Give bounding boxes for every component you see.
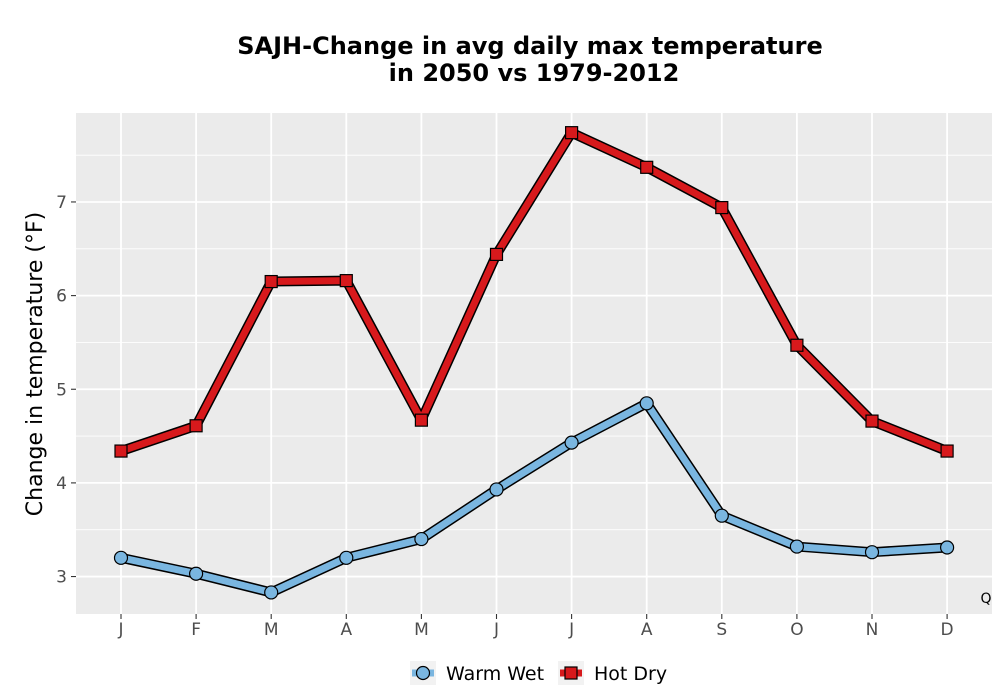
legend-label-hot-dry: Hot Dry [594, 663, 667, 685]
data-point-square [189, 419, 203, 433]
data-point-circle [414, 531, 429, 547]
data-point-circle [113, 550, 129, 565]
y-tick-label: 7 [56, 193, 67, 213]
data-point-square [489, 247, 504, 262]
data-point-circle [189, 566, 204, 581]
data-point-square [114, 444, 128, 458]
x-tick-label: J [568, 620, 574, 640]
data-point-circle [489, 482, 504, 497]
x-tick-label: J [493, 620, 499, 640]
data-point-circle [639, 396, 654, 411]
y-tick-label: 3 [56, 568, 67, 588]
data-point-square [264, 274, 278, 289]
x-tick-label: M [264, 620, 279, 640]
data-point-square [564, 126, 579, 140]
legend-key-circle-marker [415, 665, 431, 681]
data-point-square [790, 338, 804, 352]
data-point-square [339, 274, 353, 288]
chart-title-line-1: SAJH-Change in avg daily max temperature [237, 32, 822, 60]
x-tick-label: A [641, 620, 653, 640]
series-hot-dry [114, 126, 954, 458]
x-tick-label: M [414, 620, 429, 640]
data-point-square [640, 160, 654, 174]
data-point-square [414, 413, 428, 427]
x-tick-label: A [340, 620, 352, 640]
data-point-circle [339, 550, 354, 565]
x-tick-label: N [866, 620, 879, 640]
y-tick-label: 6 [56, 287, 67, 307]
data-point-circle [264, 585, 279, 600]
data-point-square [715, 200, 729, 215]
chart-title-line-2: in 2050 vs 1979-2012 [389, 59, 680, 87]
legend-label-warm-wet: Warm Wet [446, 663, 544, 685]
x-tick-label: O [790, 620, 803, 640]
annotation-label: Q [980, 591, 991, 607]
data-point-circle [939, 540, 955, 555]
data-point-square [940, 444, 954, 458]
data-point-circle [564, 435, 579, 450]
x-tick-label: D [941, 620, 954, 640]
series-warm-wet [113, 396, 955, 600]
x-tick-label: S [716, 620, 727, 640]
data-point-circle [789, 539, 805, 554]
data-point-circle [864, 545, 880, 560]
legend-item-warm-wet: Warm Wet [410, 661, 544, 685]
legend-item-hot-dry: Hot Dry [558, 661, 667, 685]
series-line [117, 129, 951, 455]
data-point-circle [714, 508, 729, 523]
series-lines [113, 126, 955, 600]
legend: Warm Wet Hot Dry [410, 661, 667, 685]
series-line [117, 399, 951, 596]
y-axis-title: Change in temperature (°F) [23, 212, 48, 516]
data-point-square [865, 414, 879, 428]
legend-key-square-marker [564, 666, 578, 680]
x-tick-label: J [117, 620, 123, 640]
x-tick-label: F [191, 620, 201, 640]
y-tick-label: 5 [56, 380, 67, 400]
y-tick-label: 4 [56, 474, 67, 494]
y-axis: 3 4 5 6 7 [56, 193, 76, 588]
